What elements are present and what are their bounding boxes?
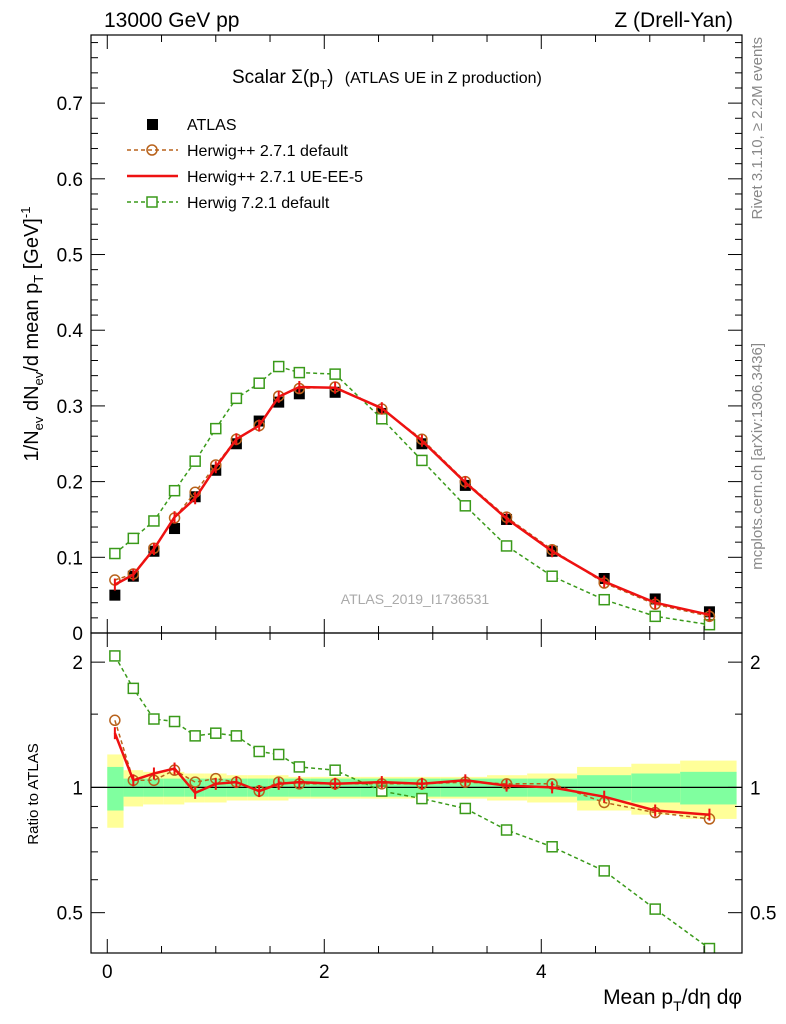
point-herwig7 <box>210 422 222 435</box>
point-herwigpp_default <box>109 714 121 727</box>
main-ytick-label: 0.7 <box>57 94 83 115</box>
point-herwig7 <box>109 650 121 662</box>
point-herwig7 <box>230 730 243 742</box>
legend-label-atlas: ATLAS <box>187 117 237 134</box>
point-herwig7 <box>168 715 181 728</box>
axes-layer: 0 0.1 0.2 0.3 0.4 0.5 0.6 0.7 0 2 4 0.5 0.5 1 1 2 2 <box>57 35 776 983</box>
ratio-ytick-label-right: 1 <box>750 778 761 799</box>
point-herwig7 <box>649 610 661 623</box>
header-left: 13000 GeV pp <box>104 9 239 32</box>
point-herwig7 <box>127 532 140 545</box>
main-ylabel: 1/Nev dNev/d mean pT [GeV]-1 <box>18 207 46 462</box>
point-herwig7 <box>329 368 341 380</box>
point-herwig7 <box>189 730 201 742</box>
xtick-label: 2 <box>319 962 330 983</box>
series-line-herwigpp_ueee5 <box>114 385 710 617</box>
point-herwig7 <box>546 570 558 582</box>
point-herwig7 <box>703 942 716 953</box>
plot-title-extra: (ATLAS UE in Z production) <box>345 70 542 87</box>
legend-marker-atlas <box>147 119 158 130</box>
point-herwig7 <box>500 540 513 552</box>
point-herwig7 <box>293 366 306 379</box>
watermark: ATLAS_2019_I1736531 <box>341 591 490 607</box>
main-ytick-label: 0 <box>72 624 83 645</box>
header-right: Z (Drell-Yan) <box>614 9 733 32</box>
point-herwig7 <box>127 682 140 695</box>
point-herwig7 <box>253 377 265 389</box>
point-herwig7 <box>598 593 610 606</box>
plot-title-close: ) <box>327 67 333 88</box>
series-line-herwig7 <box>114 365 710 626</box>
point-herwig7 <box>168 484 181 497</box>
point-herwig7 <box>416 454 428 467</box>
legend-label-herwig7: Herwig 7.2.1 default <box>187 195 330 212</box>
plot-title-sub: T <box>320 78 328 92</box>
point-herwig7 <box>329 764 341 776</box>
xtick-label: 0 <box>102 962 113 983</box>
main-ytick-label: 0.3 <box>57 397 83 418</box>
point-herwig7 <box>253 745 265 758</box>
ratio-ytick-label-right: 0.5 <box>750 904 776 925</box>
point-herwig7 <box>459 802 472 815</box>
legend: ATLAS Herwig++ 2.7.1 default Herwig++ 2.… <box>127 117 363 212</box>
main-series-layer <box>109 360 716 631</box>
point-herwig7 <box>148 713 160 725</box>
legend-marker-herwig7 <box>146 196 158 208</box>
ratio-ytick-label: 1 <box>72 778 83 799</box>
point-herwig7 <box>546 841 558 853</box>
point-atlas <box>109 589 121 601</box>
ratio-ylabel: Ratio to ATLAS <box>25 743 42 844</box>
ratio-ytick-label: 0.5 <box>57 904 83 925</box>
point-herwig7 <box>500 824 513 836</box>
plot-title: Scalar Σ(pT) (ATLAS UE in Z production) <box>232 67 542 92</box>
legend-label-herwigpp-default: Herwig++ 2.7.1 default <box>187 143 349 160</box>
main-ytick-label: 0.1 <box>57 548 83 569</box>
point-herwig7 <box>109 547 121 560</box>
main-ytick-label: 0.2 <box>57 473 83 494</box>
main-ytick-label: 0.6 <box>57 170 83 191</box>
rivet-label: Rivet 3.1.10, ≥ 2.2M events <box>749 37 766 220</box>
ratio-series-layer <box>109 650 716 953</box>
legend-marker-herwigpp-default <box>146 144 158 156</box>
point-atlas <box>169 523 181 535</box>
xlabel: Mean pT/dη dφ <box>603 986 742 1014</box>
legend-label-herwigpp-ueee5: Herwig++ 2.7.1 UE-EE-5 <box>187 169 363 186</box>
point-herwig7 <box>649 903 661 915</box>
point-herwig7 <box>376 413 388 425</box>
point-herwig7 <box>272 360 285 373</box>
ratio-band-inner <box>107 766 124 811</box>
xtick-label: 4 <box>536 962 547 983</box>
main-ytick-label: 0.4 <box>57 321 84 342</box>
ratio-band-layer <box>91 754 742 828</box>
mcplots-label: mcplots.cern.ch [arXiv:1306.3436] <box>749 343 766 570</box>
point-herwig7 <box>230 392 243 405</box>
point-herwig7 <box>416 792 428 805</box>
ratio-ytick-label-right: 2 <box>750 653 761 674</box>
main-ytick-label: 0.5 <box>57 246 83 267</box>
point-herwig7 <box>272 748 285 761</box>
ratio-frame <box>90 632 743 954</box>
point-herwig7 <box>293 761 306 773</box>
ratio-ytick-label: 2 <box>72 653 83 674</box>
point-herwig7 <box>210 727 222 739</box>
ratio-band-inner <box>680 771 737 805</box>
point-herwig7 <box>189 455 201 467</box>
point-herwig7 <box>148 515 160 527</box>
plot-title-main: Scalar Σ(p <box>232 67 320 88</box>
point-herwig7 <box>598 865 610 877</box>
point-herwig7 <box>459 500 472 512</box>
series-line-herwigpp_default <box>114 386 710 618</box>
